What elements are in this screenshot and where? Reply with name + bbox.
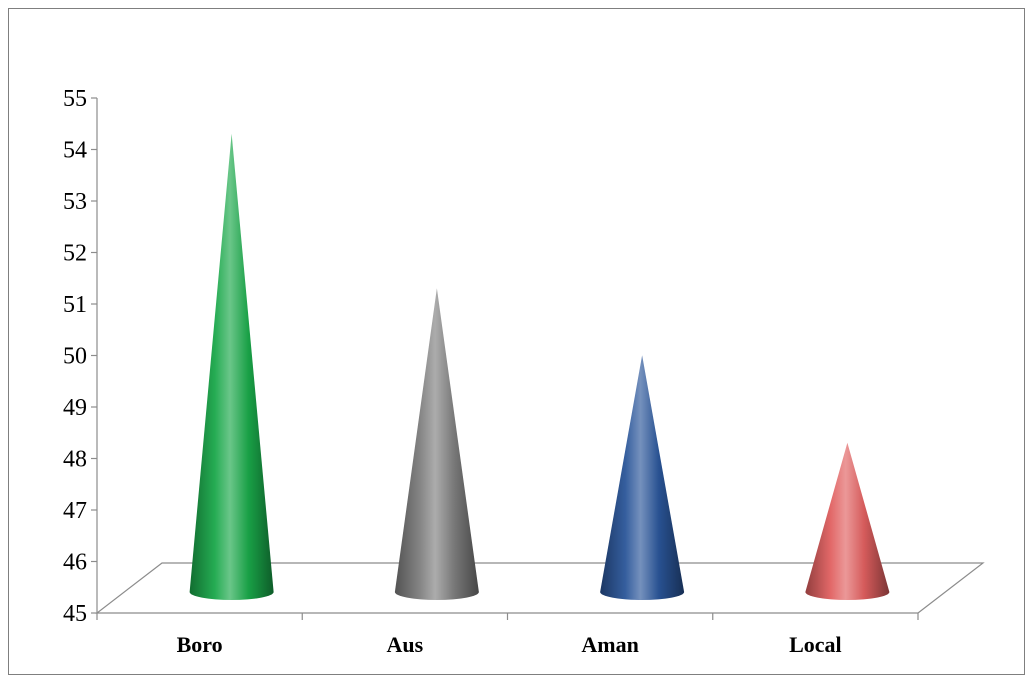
y-tick-label: 52 — [63, 241, 87, 267]
y-tick-label: 53 — [63, 189, 87, 215]
cone-body — [600, 355, 685, 600]
y-tick-label: 54 — [63, 138, 87, 164]
y-tick-label: 46 — [63, 550, 87, 576]
y-tick-label: 51 — [63, 292, 87, 318]
x-category-label: Aus — [387, 632, 424, 657]
y-tick-label: 55 — [63, 86, 87, 112]
chart-floor — [95, 562, 985, 614]
y-tick-label: 48 — [63, 447, 87, 473]
x-axis-labels: Boro Aus Aman Local — [177, 632, 842, 657]
y-tick-label: 49 — [63, 395, 87, 421]
y-axis: 45 46 47 48 49 50 51 52 53 54 55 — [63, 86, 919, 627]
cone-bar-local — [805, 442, 890, 600]
x-category-label: Boro — [177, 632, 223, 657]
cone-body — [805, 442, 890, 600]
floor-plane — [95, 562, 985, 614]
y-tick-label: 45 — [63, 601, 87, 627]
cone-bar-aman — [600, 355, 685, 600]
cone-series — [189, 133, 890, 600]
x-category-label: Local — [789, 632, 842, 657]
cone-body — [394, 288, 479, 600]
y-tick-label: 50 — [63, 344, 87, 370]
cone-bar-boro — [189, 133, 274, 600]
y-tick-label: 47 — [63, 498, 87, 524]
cone-body — [189, 133, 274, 600]
x-category-label: Aman — [581, 632, 638, 657]
cone-bar-aus — [394, 288, 479, 600]
